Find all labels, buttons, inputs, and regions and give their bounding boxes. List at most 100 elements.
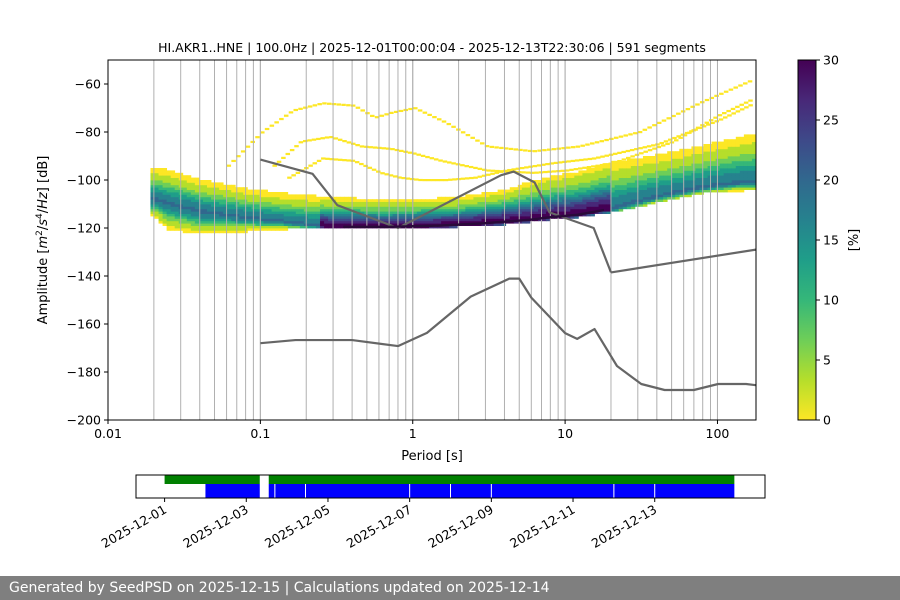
heat-cell [348, 213, 353, 217]
heat-cell [667, 170, 672, 174]
heat-cell [481, 218, 486, 222]
heat-cell [707, 163, 712, 166]
heat-cell [162, 172, 168, 176]
heat-cell [513, 187, 519, 190]
heat-cell [166, 177, 172, 181]
heat-cell [174, 184, 180, 188]
heat-cell [659, 160, 664, 164]
heat-cell [747, 163, 753, 166]
outlier-upper-arc [250, 140, 255, 144]
outlier-lower-arc [321, 157, 326, 160]
heat-cell [675, 180, 680, 183]
heat-cell [622, 201, 628, 205]
heat-cell [562, 184, 567, 188]
heat-cell [683, 148, 688, 152]
heat-cell [578, 170, 583, 174]
heat-cell [206, 196, 212, 200]
heat-cell [219, 187, 224, 190]
heat-cell [602, 194, 608, 198]
heat-cell [606, 204, 612, 207]
heat-cell [283, 196, 289, 200]
heat-cell [687, 158, 692, 162]
heat-cell [546, 180, 551, 183]
heat-cell [384, 201, 390, 205]
heat-cell [558, 184, 563, 188]
heat-cell [202, 187, 208, 190]
heat-cell [469, 208, 474, 212]
heat-cell [550, 175, 555, 178]
heat-cell [739, 175, 745, 178]
heat-cell [219, 184, 224, 188]
heat-cell [546, 211, 551, 214]
heat-cell [638, 184, 644, 188]
heat-cell [659, 170, 664, 174]
heat-cell [174, 194, 180, 198]
heat-cell [211, 223, 216, 226]
heat-cell [473, 211, 478, 214]
heat-cell [570, 208, 575, 212]
heat-cell [283, 194, 289, 198]
heat-cell [723, 175, 729, 178]
heat-cell [642, 199, 648, 202]
heat-cell [186, 187, 192, 190]
heat-cell [723, 182, 729, 186]
heat-cell [671, 160, 676, 164]
heat-cell [328, 223, 333, 226]
heat-cell [190, 206, 196, 210]
outlier-middle-arc [324, 136, 330, 139]
heat-cell [202, 208, 208, 212]
heat-cell [647, 180, 652, 183]
heat-cell [497, 218, 503, 222]
outlier-lower-arc [642, 146, 648, 149]
heat-cell [687, 160, 692, 164]
heat-cell [651, 187, 656, 190]
heat-cell [473, 196, 478, 200]
heat-cell [501, 196, 507, 200]
heat-cell [194, 182, 200, 186]
heat-cell [239, 201, 244, 205]
heat-cell [743, 172, 749, 176]
outlier-lower-arc [435, 179, 440, 182]
heat-cell [211, 196, 216, 200]
heat-cell [324, 211, 329, 214]
heat-cell [723, 180, 729, 183]
heat-cell [206, 225, 212, 229]
heat-cell [731, 168, 737, 171]
heat-cell [275, 199, 281, 202]
heat-cell [473, 206, 478, 210]
heat-cell [182, 206, 188, 210]
heat-cell [558, 194, 563, 198]
heat-cell [638, 189, 644, 193]
heat-cell [546, 213, 551, 217]
heat-cell [578, 175, 583, 178]
heat-cell [509, 206, 515, 210]
heat-cell [663, 184, 668, 188]
heat-cell [647, 194, 652, 198]
heat-cell [263, 199, 268, 202]
heat-cell [320, 211, 325, 214]
heat-cell [441, 201, 446, 205]
outlier-upper-arc [719, 92, 724, 95]
heat-cell [647, 201, 652, 205]
heat-cell [743, 158, 749, 162]
heat-cell [529, 206, 535, 210]
heat-cell [594, 206, 599, 210]
heat-cell [380, 206, 386, 210]
outlier-upper-arc [580, 144, 585, 147]
heat-cell [747, 175, 753, 178]
heat-cell [368, 208, 373, 212]
heat-cell [719, 156, 725, 159]
heat-cell [420, 223, 426, 226]
heat-cell [671, 184, 676, 188]
heat-cell [202, 194, 208, 198]
heat-cell [324, 213, 329, 217]
heat-cell [449, 213, 454, 217]
heat-cell [711, 163, 717, 166]
outlier-lower-arc [507, 168, 512, 172]
heat-cell [368, 211, 373, 214]
heat-cell [651, 184, 656, 188]
outlier-lower-arc [625, 149, 631, 153]
heat-cell [687, 187, 692, 190]
heat-cell [287, 199, 293, 202]
heat-cell [356, 218, 361, 222]
